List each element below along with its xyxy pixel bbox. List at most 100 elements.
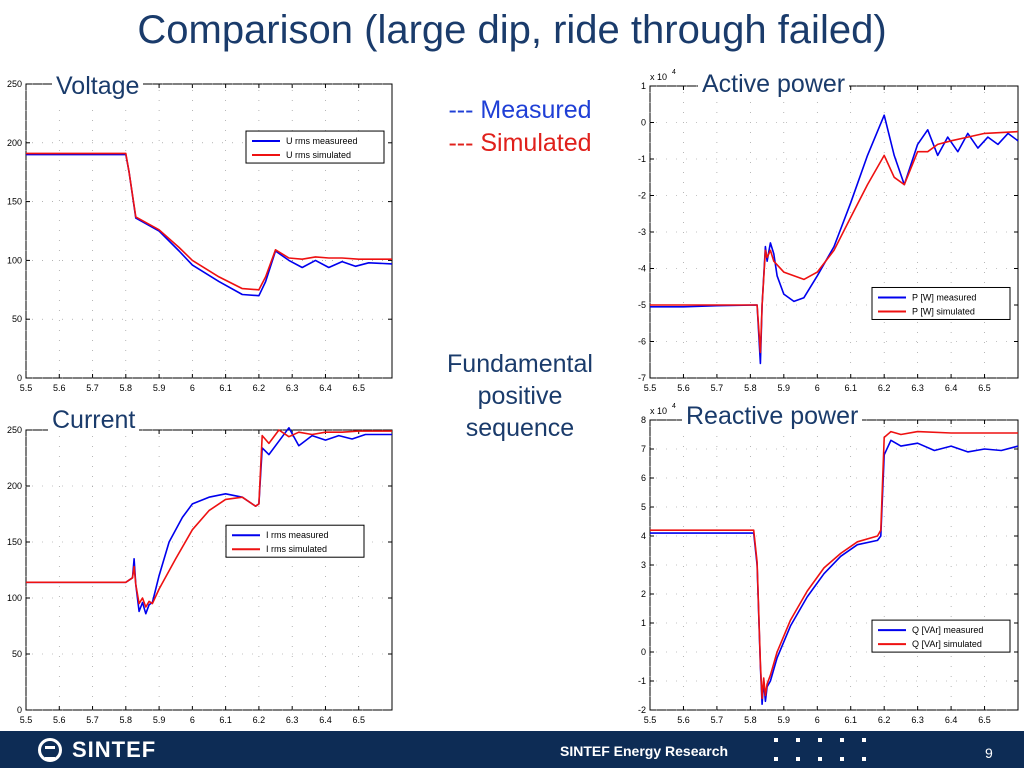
reactive-x-tick-label: 6 [815,715,820,725]
current-x-tick-label: 6 [190,715,195,725]
current-x-tick-label: 6.3 [286,715,299,725]
active-legend-label-measured: P [W] measured [912,292,976,302]
active-legend: P [W] measured P [W] simulated [871,286,1011,320]
voltage-x-tick-label: 5.6 [53,383,66,393]
voltage-x-tick-label: 6.5 [352,383,365,393]
reactive-legend-label-simulated: Q [VAr] simulated [912,639,982,649]
voltage-series-measured [26,153,393,297]
active-x-tick-label: 6.4 [945,383,958,393]
voltage-x-tick-label: 6.2 [253,383,266,393]
active-exponent-power: 4 [672,69,676,76]
reactive-power-chart: 5.5 5.6 5.7 5.8 5.9 6 6.1 6.2 6.3 6.4 6.5 -2 -1 0 1 2 3 4… [638,402,1019,725]
voltage-y-tick-label: 200 [7,138,22,148]
voltage-y-tick-label: 100 [7,255,22,265]
current-series-measured [26,427,392,615]
reactive-y-tick-label: 1 [641,618,646,628]
current-x-tick-label: 5.5 [20,715,33,725]
active-y-tick-label: -2 [638,191,646,201]
reactive-x-tick-label: 5.9 [778,715,791,725]
page-number: 9 [985,745,993,761]
reactive-exponent-power: 4 [672,403,676,410]
active-y-tick-label: 0 [641,118,646,128]
current-y-tick-label: 200 [7,481,22,491]
fps-line-1: Fundamental [447,350,593,378]
reactive-exponent-label: x 10 [650,406,667,416]
active-x-tick-label: 6 [815,383,820,393]
current-legend: I rms measured I rms simulated [225,524,365,558]
active-y-tick-label: -6 [638,337,646,347]
current-series-simulated [26,429,392,608]
current-x-tick-label: 6.2 [253,715,266,725]
current-chart: 5.5 5.6 5.7 5.8 5.9 6 6.1 6.2 6.3 6.4 6.5 0 50 100 150… [7,406,393,725]
current-x-tick-label: 5.9 [153,715,166,725]
active-x-tick-label: 5.6 [677,383,690,393]
active-x-tick-label: 6.1 [844,383,857,393]
voltage-y-tick-label: 50 [12,314,22,324]
reactive-legend: Q [VAr] measured Q [VAr] simulated [871,619,1011,653]
voltage-x-tick-label: 6 [190,383,195,393]
current-y-tick-label: 0 [17,705,22,715]
voltage-title: Voltage [52,72,144,101]
active-y-tick-label: 1 [641,81,646,91]
voltage-y-tick-label: 250 [7,79,22,89]
current-y-tick-label: 150 [7,537,22,547]
voltage-legend: U rms measureed U rms simulated [245,130,385,164]
voltage-x-tick-label: 5.8 [120,383,133,393]
voltage-x-tick-label: 6.3 [286,383,299,393]
reactive-x-tick-label: 5.6 [677,715,690,725]
current-x-tick-label: 6.4 [319,715,332,725]
reactive-y-tick-label: 8 [641,415,646,425]
active-y-tick-label: -4 [638,264,646,274]
current-y-tick-label: 50 [12,649,22,659]
current-y-tick-label: 250 [7,425,22,435]
reactive-y-tick-label: 2 [641,589,646,599]
active-y-tick-label: -3 [638,227,646,237]
simulated-legend-text: --- Simulated [448,129,592,157]
voltage-y-tick-label: 150 [7,197,22,207]
reactive-power-plot-svg: 5.5 5.6 5.7 5.8 5.9 6 6.1 6.2 6.3 6.4 6.5 -2 -1 0 1 2 3 4… [638,403,1019,725]
active-x-tick-label: 6.3 [911,383,924,393]
active-power-title: Active power [698,70,850,99]
voltage-axes-frame [25,83,393,379]
current-x-tick-label: 6.5 [352,715,365,725]
active-series-simulated [650,130,1019,354]
active-x-tick-label: 6.2 [878,383,891,393]
voltage-x-tick-label: 5.5 [20,383,33,393]
footer-dot-pattern [774,736,886,764]
current-legend-box [225,524,365,558]
current-axes-frame [25,429,393,711]
reactive-x-tick-label: 6.5 [978,715,991,725]
current-x-tick-label: 5.8 [120,715,133,725]
active-legend-box [871,286,1011,320]
active-y-tick-label: -5 [638,300,646,310]
reactive-series-simulated [650,430,1018,700]
reactive-y-tick-label: 7 [641,444,646,454]
reactive-x-tick-label: 6.2 [878,715,891,725]
reactive-x-tick-label: 5.5 [644,715,657,725]
reactive-y-tick-label: 4 [641,531,646,541]
fps-line-3: sequence [465,414,575,442]
footer-text: SINTEF Energy Research [560,743,729,759]
current-plot-svg: 5.5 5.6 5.7 5.8 5.9 6 6.1 6.2 6.3 6.4 6.5 0 50 100 150… [7,425,393,725]
page-title: Comparison (large dip, ride through fail… [137,8,887,52]
fps-line-2: positive [477,382,563,410]
active-x-tick-label: 5.8 [744,383,757,393]
current-y-tick-label: 100 [7,593,22,603]
reactive-x-tick-label: 5.7 [711,715,724,725]
reactive-x-tick-label: 5.8 [744,715,757,725]
active-x-tick-label: 5.9 [778,383,791,393]
active-axes-frame [649,85,1019,379]
reactive-y-tick-label: 5 [641,502,646,512]
voltage-legend-label-simulated: U rms simulated [286,150,351,160]
active-exponent-label: x 10 [650,72,667,82]
active-legend-label-simulated: P [W] simulated [912,306,975,316]
active-y-tick-label: -7 [638,373,646,383]
voltage-plot-svg: 5.5 5.6 5.7 5.8 5.9 6 6.1 6.2 6.3 6.4 6.5 0 50 100 150… [7,79,393,393]
voltage-legend-label-measured: U rms measureed [286,136,358,146]
voltage-y-tick-label: 0 [17,373,22,383]
reactive-series-measured [650,439,1019,705]
current-title: Current [48,406,140,435]
reactive-y-tick-label: 0 [641,647,646,657]
reactive-x-tick-label: 6.3 [911,715,924,725]
reactive-y-tick-label: -2 [638,705,646,715]
